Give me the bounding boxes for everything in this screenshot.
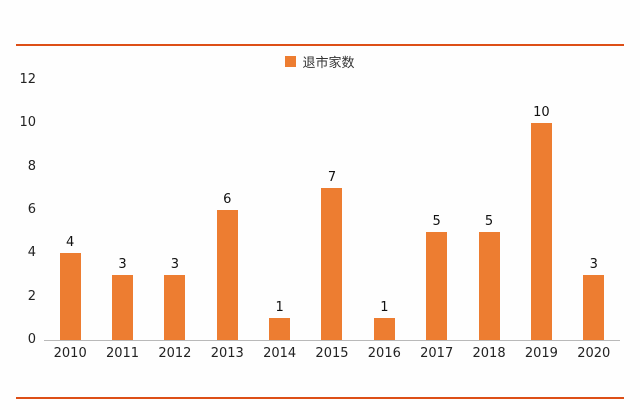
bar-column: 10 2019 [515, 80, 567, 361]
y-tick-label: 2 [27, 288, 36, 304]
top-divider [16, 44, 624, 46]
bar-column: 1 2014 [253, 80, 305, 361]
y-tick-label: 10 [19, 115, 36, 131]
y-tick-label: 0 [27, 332, 36, 347]
bar-value-label: 4 [66, 235, 75, 251]
bar-value-label: 6 [223, 192, 232, 207]
bar-column: 7 2015 [306, 80, 358, 361]
bar-column: 3 2011 [96, 80, 148, 361]
bar [216, 210, 238, 340]
bar [478, 231, 500, 340]
y-tick-label: 6 [27, 202, 36, 217]
bar-value-label: 1 [380, 300, 389, 316]
x-axis-label: 2010 [53, 346, 87, 361]
bar-column: 6 2013 [201, 80, 253, 361]
bar [269, 318, 291, 340]
bar-value-label: 5 [432, 213, 441, 229]
x-axis-label: 2018 [472, 346, 506, 361]
bar [530, 123, 552, 340]
x-axis-label: 2012 [158, 346, 192, 361]
x-axis-label: 2011 [105, 346, 140, 361]
bar-value-label: 10 [533, 105, 550, 121]
bar [583, 275, 605, 340]
x-axis-label: 2017 [420, 346, 454, 361]
bar [164, 275, 186, 340]
x-axis-label: 2020 [577, 346, 611, 361]
bar-value-label: 3 [118, 257, 127, 272]
bar [321, 188, 343, 340]
legend: 退市家数 [0, 52, 640, 71]
x-axis-label: 2015 [315, 346, 349, 361]
x-axis-label: 2013 [210, 346, 244, 361]
plot-area: 4 2010 3 2011 3 2012 6 2013 1 2014 7 2015 1 2016 5 2017… [44, 80, 620, 361]
bar-column: 1 2016 [358, 80, 410, 361]
x-axis-label: 2019 [524, 346, 558, 361]
bar-column: 3 2012 [149, 80, 201, 361]
legend-marker-icon [285, 56, 297, 67]
y-tick-label: 4 [27, 245, 36, 261]
x-axis-label: 2014 [263, 346, 297, 361]
bar-value-label: 3 [589, 257, 598, 272]
y-axis: 0 2 4 6 8 10 12 [14, 72, 44, 347]
bar-column: 4 2010 [44, 80, 96, 361]
bar-value-label: 1 [275, 300, 284, 316]
bar [112, 275, 134, 340]
x-axis-label: 2016 [367, 346, 401, 361]
bar-value-label: 3 [170, 257, 180, 272]
plot-region: 0 2 4 6 8 10 12 4 2010 3 2011 3 2012 6 2013 1 2014 7 2015… [14, 72, 620, 361]
bar-column: 5 2018 [463, 80, 515, 361]
bar [373, 318, 395, 340]
bar-value-label: 5 [484, 213, 494, 229]
bottom-divider [16, 397, 624, 399]
legend-label: 退市家数 [302, 56, 355, 71]
bar [59, 253, 81, 340]
y-tick-label: 12 [19, 72, 36, 87]
bar [426, 231, 448, 340]
bar-column: 5 2017 [411, 80, 463, 361]
bar-value-label: 7 [327, 170, 337, 186]
y-tick-label: 8 [27, 158, 36, 174]
bar-column: 3 2020 [568, 80, 620, 361]
